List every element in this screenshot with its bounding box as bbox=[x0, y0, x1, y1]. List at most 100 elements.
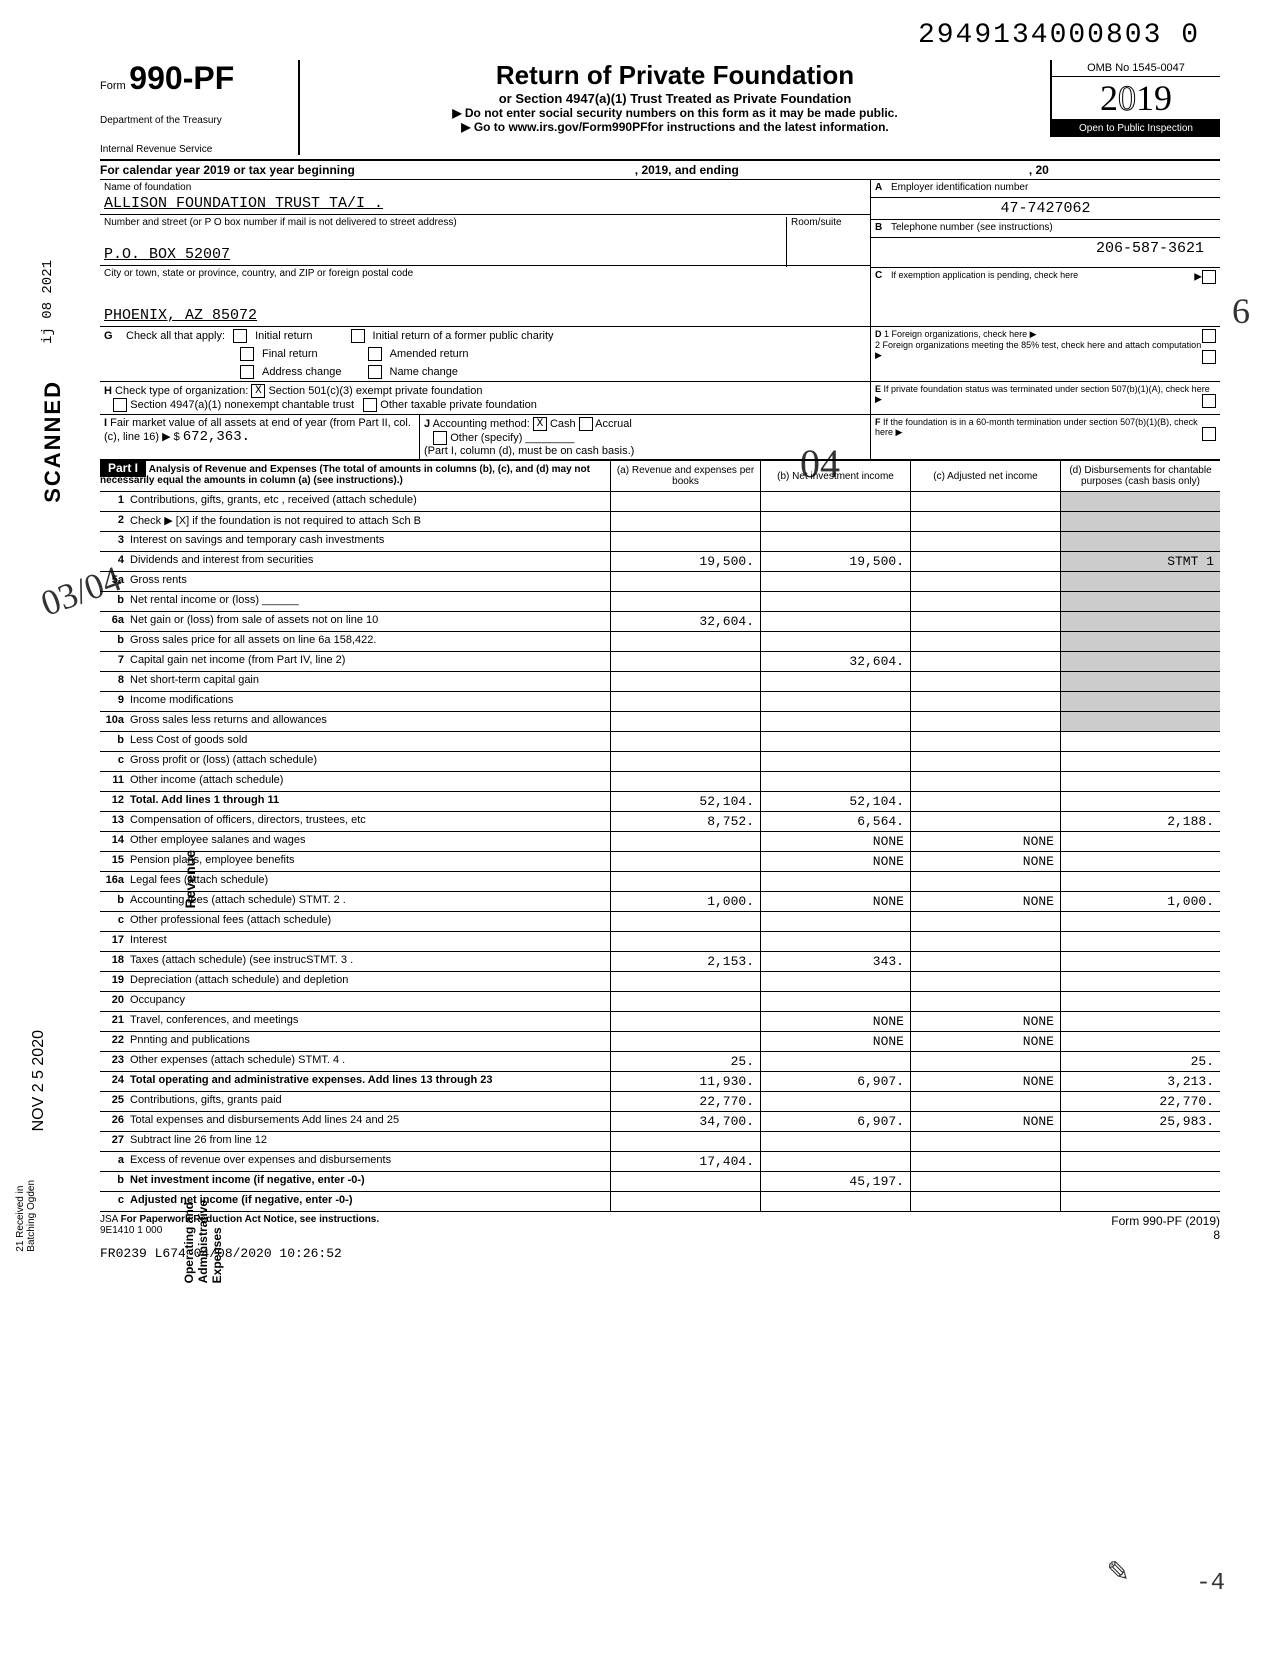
line-num: 1 bbox=[100, 492, 128, 511]
line-num: 6a bbox=[100, 612, 128, 631]
line-col-c bbox=[910, 992, 1060, 1011]
line-col-d bbox=[1060, 952, 1220, 971]
line-col-a bbox=[610, 632, 760, 651]
col-c-header: (c) Adjusted net income bbox=[910, 461, 1060, 491]
initial-return-checkbox[interactable] bbox=[233, 329, 247, 343]
line-col-a bbox=[610, 872, 760, 891]
line-col-d bbox=[1060, 792, 1220, 811]
line-col-c: NONE bbox=[910, 852, 1060, 871]
line-num: 17 bbox=[100, 932, 128, 951]
line-row: 13 Compensation of officers, directors, … bbox=[100, 812, 1220, 832]
line-col-d: 25. bbox=[1060, 1052, 1220, 1071]
line-col-d: 1,000. bbox=[1060, 892, 1220, 911]
exemption-checkbox[interactable] bbox=[1202, 270, 1216, 284]
4947-checkbox[interactable] bbox=[113, 398, 127, 412]
name-change-checkbox[interactable] bbox=[368, 365, 382, 379]
f-checkbox[interactable] bbox=[1202, 427, 1216, 441]
foundation-name: ALLISON FOUNDATION TRUST TA/I . bbox=[104, 195, 866, 212]
former-charity-checkbox[interactable] bbox=[351, 329, 365, 343]
line-col-c bbox=[910, 792, 1060, 811]
d2-checkbox[interactable] bbox=[1202, 350, 1216, 364]
line-col-c: NONE bbox=[910, 1012, 1060, 1031]
final-return-checkbox[interactable] bbox=[240, 347, 254, 361]
line-label: Net rental income or (loss) ______ bbox=[128, 592, 610, 611]
line-col-c bbox=[910, 552, 1060, 571]
e-checkbox[interactable] bbox=[1202, 394, 1216, 408]
line-num: 21 bbox=[100, 1012, 128, 1031]
line-col-a bbox=[610, 852, 760, 871]
line-label: Less Cost of goods sold bbox=[128, 732, 610, 751]
form-number: 990-PF bbox=[129, 60, 234, 96]
other-taxable-checkbox[interactable] bbox=[363, 398, 377, 412]
line-col-c bbox=[910, 972, 1060, 991]
line-col-d bbox=[1060, 652, 1220, 671]
line-col-b: NONE bbox=[760, 1032, 910, 1051]
phone-label: Telephone number (see instructions) bbox=[891, 222, 1053, 235]
year-box: OMB No 1545-0047 2019 Open to Public Ins… bbox=[1050, 60, 1220, 137]
accrual-checkbox[interactable] bbox=[579, 417, 593, 431]
revenue-label: Revenue bbox=[182, 850, 198, 908]
other-method-checkbox[interactable] bbox=[433, 431, 447, 445]
line-num: 2 bbox=[100, 512, 128, 531]
addr-change-checkbox[interactable] bbox=[240, 365, 254, 379]
line-row: 21 Travel, conferences, and meetings NON… bbox=[100, 1012, 1220, 1032]
line-col-d bbox=[1060, 852, 1220, 871]
handwriting-sig: ✎ bbox=[1107, 1555, 1130, 1589]
line-row: c Adjusted net income (if negative, ente… bbox=[100, 1192, 1220, 1212]
line-col-a bbox=[610, 1192, 760, 1211]
line-num: a bbox=[100, 1152, 128, 1171]
line-num: c bbox=[100, 1192, 128, 1211]
line-col-c bbox=[910, 812, 1060, 831]
cal-year-label: For calendar year 2019 or tax year begin… bbox=[100, 163, 355, 177]
line-col-a bbox=[610, 492, 760, 511]
amended-checkbox[interactable] bbox=[368, 347, 382, 361]
d1-checkbox[interactable] bbox=[1202, 329, 1216, 343]
info-grid: Name of foundation ALLISON FOUNDATION TR… bbox=[100, 180, 1220, 327]
line-col-a bbox=[610, 732, 760, 751]
line-col-a: 32,604. bbox=[610, 612, 760, 631]
line-label: Other income (attach schedule) bbox=[128, 772, 610, 791]
line-label: Income modifications bbox=[128, 692, 610, 711]
ssn-note: ▶ Do not enter social security numbers o… bbox=[312, 106, 1038, 120]
line-label: Contributions, gifts, grants paid bbox=[128, 1092, 610, 1111]
line-col-d bbox=[1060, 772, 1220, 791]
line-label: Other expenses (attach schedule) STMT. 4… bbox=[128, 1052, 610, 1071]
line-col-a bbox=[610, 832, 760, 851]
line-col-a: 34,700. bbox=[610, 1112, 760, 1131]
line-col-d bbox=[1060, 972, 1220, 991]
g-label: Check all that apply: bbox=[126, 330, 225, 342]
line-col-c bbox=[910, 952, 1060, 971]
line-label: Pension plans, employee benefits bbox=[128, 852, 610, 871]
addr-label: Number and street (or P O box number if … bbox=[104, 217, 866, 228]
line-col-d bbox=[1060, 532, 1220, 551]
line-label: Depreciation (attach schedule) and deple… bbox=[128, 972, 610, 991]
line-row: 3 Interest on savings and temporary cash… bbox=[100, 532, 1220, 552]
line-col-b bbox=[760, 692, 910, 711]
line-row: b Gross sales price for all assets on li… bbox=[100, 632, 1220, 652]
line-num: 7 bbox=[100, 652, 128, 671]
line-row: 14 Other employee salanes and wages NONE… bbox=[100, 832, 1220, 852]
line-col-b bbox=[760, 612, 910, 631]
dept-irs: Internal Revenue Service bbox=[100, 144, 290, 155]
line-row: 23 Other expenses (attach schedule) STMT… bbox=[100, 1052, 1220, 1072]
line-col-b bbox=[760, 1092, 910, 1111]
cash-checkbox[interactable]: X bbox=[533, 417, 547, 431]
line-col-b bbox=[760, 992, 910, 1011]
line-col-b bbox=[760, 532, 910, 551]
line-col-c bbox=[910, 932, 1060, 951]
line-num: b bbox=[100, 632, 128, 651]
line-col-b: NONE bbox=[760, 1012, 910, 1031]
line-num: b bbox=[100, 892, 128, 911]
line-label: Contributions, gifts, grants, etc , rece… bbox=[128, 492, 610, 511]
line-num: b bbox=[100, 592, 128, 611]
line-col-c bbox=[910, 652, 1060, 671]
line-col-c bbox=[910, 512, 1060, 531]
line-row: 7 Capital gain net income (from Part IV,… bbox=[100, 652, 1220, 672]
line-col-a bbox=[610, 572, 760, 591]
line-col-b: 343. bbox=[760, 952, 910, 971]
line-label: Net gain or (loss) from sale of assets n… bbox=[128, 612, 610, 631]
501c3-checkbox[interactable]: X bbox=[251, 384, 265, 398]
line-col-c: NONE bbox=[910, 1072, 1060, 1091]
part1-header: Part I Analysis of Revenue and Expenses … bbox=[100, 461, 1220, 492]
line-col-c: NONE bbox=[910, 1032, 1060, 1051]
